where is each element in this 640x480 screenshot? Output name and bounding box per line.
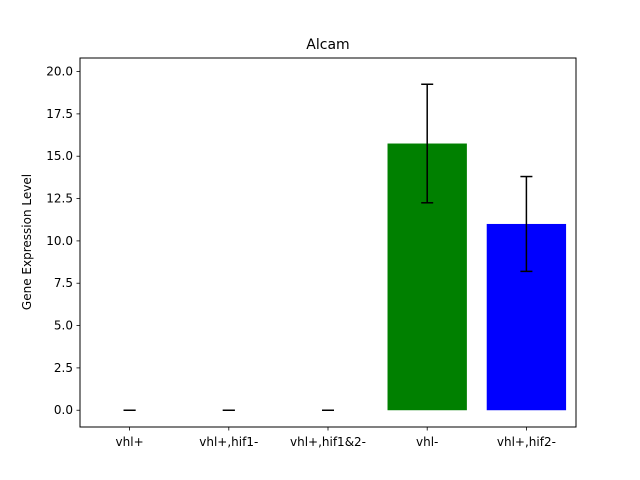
x-tick-label-0: vhl+ bbox=[116, 435, 144, 449]
y-tick-label-6: 15.0 bbox=[46, 149, 73, 163]
y-axis-ticks: 0.0 2.5 5.0 7.5 10.0 12.5 15.0 17.5 20.0 bbox=[46, 65, 80, 417]
y-axis-label: Gene Expression Level bbox=[20, 174, 34, 310]
y-tick-label-2: 5.0 bbox=[54, 319, 73, 333]
plot-frame bbox=[79, 57, 577, 428]
y-tick-label-0: 0.0 bbox=[54, 403, 73, 417]
error-bars bbox=[123, 83, 533, 411]
y-tick-label-3: 7.5 bbox=[54, 276, 73, 290]
y-tick-label-7: 17.5 bbox=[46, 107, 73, 121]
x-tick-label-4: vhl+,hif2- bbox=[497, 435, 556, 449]
y-tick-label-8: 20.0 bbox=[46, 65, 73, 79]
x-tick-label-3: vhl- bbox=[416, 435, 438, 449]
y-tick-label-1: 2.5 bbox=[54, 361, 73, 375]
y-tick-label-5: 12.5 bbox=[46, 192, 73, 206]
x-axis-ticks: vhl+ vhl+,hif1- vhl+,hif1&2- vhl-vhl+,hif2- bbox=[116, 427, 556, 449]
chart-title: Alcam bbox=[306, 37, 349, 53]
x-tick-label-2: vhl+,hif1&2- bbox=[290, 435, 366, 449]
y-tick-label-4: 10.0 bbox=[46, 234, 73, 248]
x-tick-label-1: vhl+,hif1- bbox=[199, 435, 258, 449]
